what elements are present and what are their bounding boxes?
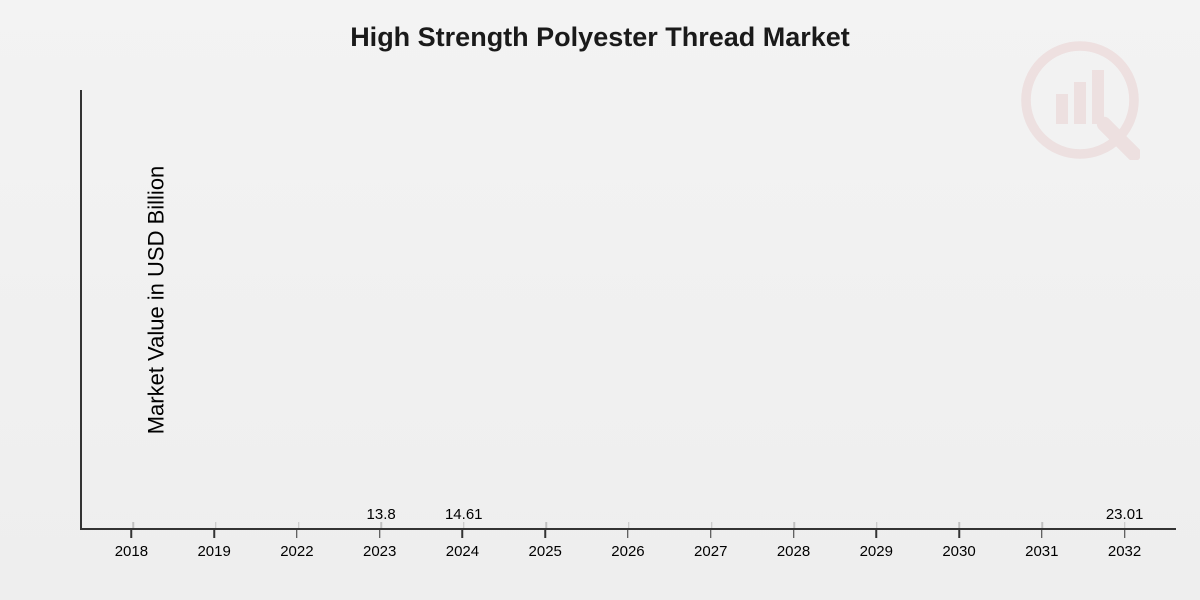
x-tick-label: 2028 [752,532,835,572]
chart-container: High Strength Polyester Thread Market Ma… [0,0,1200,600]
x-tick-label: 2024 [421,532,504,572]
grid-line [711,522,713,528]
x-tick-label: 2018 [90,532,173,572]
x-tick-label: 2022 [256,532,339,572]
chart-title: High Strength Polyester Thread Market [0,22,1200,53]
x-tick-label: 2031 [1000,532,1083,572]
grid-line [298,522,300,528]
grid-line [215,522,217,528]
x-tick-label: 2032 [1083,532,1166,572]
bar-value-label: 14.61 [445,506,483,523]
bar-value-label: 23.01 [1106,506,1144,523]
grid-line [876,522,878,528]
grid-line [628,522,630,528]
x-tick-label: 2029 [835,532,918,572]
x-tick-label: 2019 [173,532,256,572]
x-tick-label: 2023 [338,532,421,572]
x-tick-label: 2025 [504,532,587,572]
x-tick-label: 2027 [669,532,752,572]
bars-group: 13.8 14.61 23.01 [82,90,1176,528]
x-axis: 2018201920222023202420252026202720282029… [80,532,1176,572]
x-tick-label: 2026 [587,532,670,572]
plot-area: 13.8 14.61 23.01 [80,90,1176,530]
bar-value-label: 13.8 [367,506,396,523]
grid-line [793,522,795,528]
x-tick-label: 2030 [918,532,1001,572]
grid-line [1041,522,1043,528]
grid-line [959,522,961,528]
grid-line [546,522,548,528]
grid-line [133,522,135,528]
